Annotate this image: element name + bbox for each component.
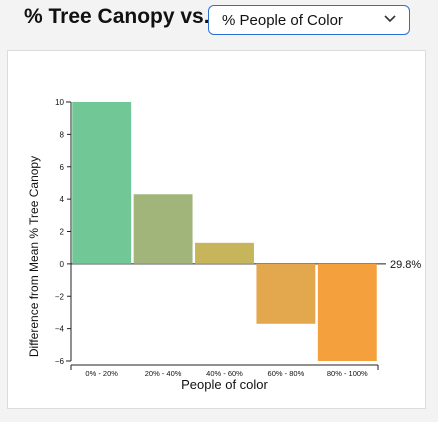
y-tick-label: 0 — [60, 260, 65, 269]
x-axis-label: People of color — [181, 377, 268, 392]
x-tick-label: 40% - 60% — [206, 369, 243, 378]
bar-3 — [195, 242, 254, 264]
y-tick-label: −4 — [55, 325, 65, 334]
y-tick-label: −6 — [55, 357, 65, 366]
bar-chart: 0% - 20% 20% - 40% 40% - 60% 60% - 80% 80% -… — [27, 98, 421, 392]
bar-5 — [317, 263, 377, 361]
chevron-down-icon — [384, 15, 396, 23]
y-tick-label: 10 — [55, 98, 64, 107]
y-tick-label: 4 — [60, 195, 65, 204]
chart-title: % Tree Canopy vs. — [24, 5, 210, 28]
x-tick-labels: 0% - 20% 20% - 40% 40% - 60% 60% - 80% 80% -… — [85, 369, 368, 378]
bar-4 — [256, 263, 316, 324]
x-tick-label: 60% - 80% — [268, 369, 305, 378]
y-tick-label: 6 — [60, 163, 65, 172]
x-tick-label: 0% - 20% — [85, 369, 118, 378]
y-tick-label: −2 — [55, 292, 65, 301]
x-tick-label: 20% - 40% — [145, 369, 182, 378]
y-tick-label: 8 — [60, 130, 65, 139]
y-axis-label: Difference from Mean % Tree Canopy — [27, 156, 41, 357]
chart-panel: 0% - 20% 20% - 40% 40% - 60% 60% - 80% 80% -… — [7, 50, 426, 409]
bar-2 — [133, 194, 193, 264]
x-tick-label: 80% - 100% — [327, 369, 368, 378]
y-tick-labels: −6 −4 −2 0 2 4 6 8 10 — [55, 98, 71, 366]
mean-value-label: 29.8% — [390, 259, 421, 271]
y-tick-label: 2 — [60, 228, 65, 237]
variable-dropdown[interactable]: % People of Color — [208, 5, 410, 35]
chart-header: % Tree Canopy vs. % People of Color — [0, 0, 438, 44]
chart-bars — [72, 102, 377, 361]
bar-1 — [72, 102, 132, 264]
dropdown-selected-value: % People of Color — [222, 12, 343, 29]
